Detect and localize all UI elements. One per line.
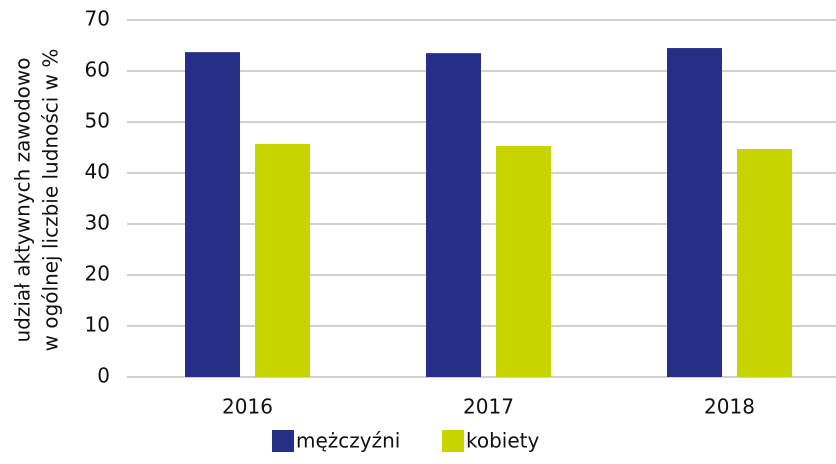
- y-tick-label: 30: [85, 211, 110, 235]
- bar: [255, 143, 310, 377]
- legend-swatch: [442, 430, 464, 452]
- bar: [737, 149, 792, 377]
- y-tick-label: 50: [85, 109, 110, 133]
- bar: [667, 48, 722, 378]
- y-tick-label: 60: [85, 58, 110, 82]
- bar: [185, 52, 240, 377]
- x-tick-label: 2016: [222, 395, 273, 419]
- legend-label: mężczyźni: [296, 429, 400, 453]
- bar: [426, 53, 481, 378]
- y-tick-label: 70: [85, 7, 110, 31]
- y-axis-label: udział aktywnych zawodowo: [11, 57, 35, 342]
- bar: [496, 145, 551, 377]
- y-axis-label: w ogólnej liczbie ludności w %: [39, 49, 63, 352]
- y-tick-label: 20: [85, 262, 110, 286]
- y-tick-label: 40: [85, 160, 110, 184]
- y-tick-label: 0: [97, 364, 110, 388]
- legend-label: kobiety: [466, 429, 540, 453]
- x-tick-label: 2017: [463, 395, 514, 419]
- x-tick-label: 2018: [704, 395, 755, 419]
- y-tick-label: 10: [85, 313, 110, 337]
- legend-swatch: [272, 430, 294, 452]
